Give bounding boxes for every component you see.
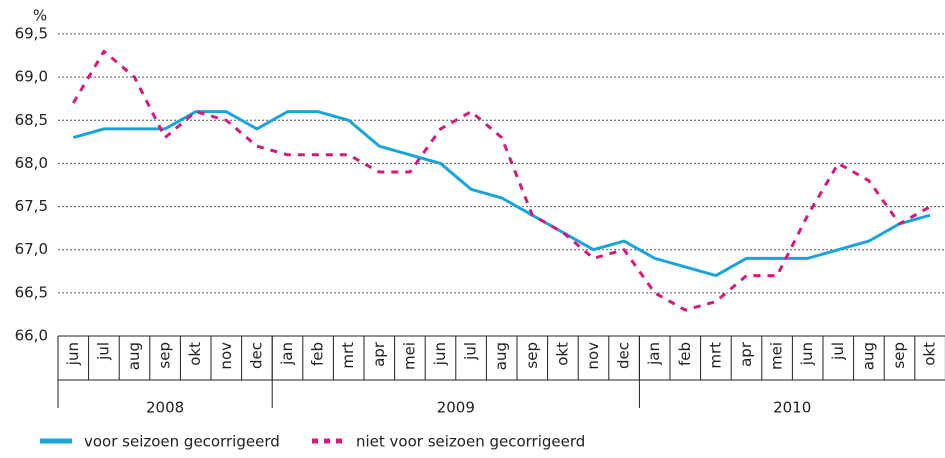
x-tick-label: mrt <box>339 342 357 369</box>
y-axis-label: % <box>33 7 47 25</box>
x-tick-label: jul <box>462 342 480 361</box>
x-tick-label: apr <box>737 341 755 367</box>
x-tick-label: nov <box>584 342 602 370</box>
y-tick-label: 66,0 <box>15 327 48 345</box>
x-tick-label: okt <box>186 342 204 366</box>
x-tick-label: nov <box>217 342 235 370</box>
y-tick-label: 69,0 <box>15 68 48 86</box>
y-tick-label: 69,5 <box>15 25 48 43</box>
x-tick-label: mei <box>768 342 786 370</box>
x-tick-label: mrt <box>706 342 724 369</box>
x-tick-label: dec <box>247 342 265 369</box>
y-tick-label: 67,0 <box>15 240 48 258</box>
x-tick-label: okt <box>553 342 571 366</box>
group-label: 2010 <box>773 399 811 417</box>
x-tick-label: sep <box>156 342 174 369</box>
group-label: 2009 <box>437 399 475 417</box>
x-tick-label: dec <box>615 342 633 369</box>
x-tick-label: feb <box>309 342 327 366</box>
x-tick-label: jul <box>829 342 847 361</box>
legend-label: niet voor seizoen gecorrigeerd <box>356 433 585 451</box>
y-tick-label: 68,5 <box>15 111 48 129</box>
x-tick-label: jun <box>64 342 82 366</box>
x-tick-label: aug <box>125 342 143 370</box>
group-label: 2008 <box>146 399 184 417</box>
x-tick-label: jul <box>94 342 112 361</box>
y-tick-label: 67,5 <box>15 197 48 215</box>
series-line <box>72 49 931 312</box>
legend-label: voor seizoen gecorrigeerd <box>84 433 280 451</box>
y-tick-label: 66,5 <box>15 283 48 301</box>
x-tick-label: aug <box>492 342 510 370</box>
x-tick-label: aug <box>859 342 877 370</box>
x-tick-label: jan <box>645 342 663 366</box>
x-tick-label: apr <box>370 341 388 367</box>
x-tick-label: jun <box>798 342 816 366</box>
x-tick-label: mei <box>400 342 418 370</box>
x-tick-label: okt <box>921 342 939 366</box>
y-tick-label: 68,0 <box>15 154 48 172</box>
x-tick-label: jan <box>278 342 296 366</box>
x-tick-label: sep <box>523 342 541 369</box>
x-tick-label: jun <box>431 342 449 366</box>
x-tick-label: feb <box>676 342 694 366</box>
x-tick-label: sep <box>890 342 908 369</box>
